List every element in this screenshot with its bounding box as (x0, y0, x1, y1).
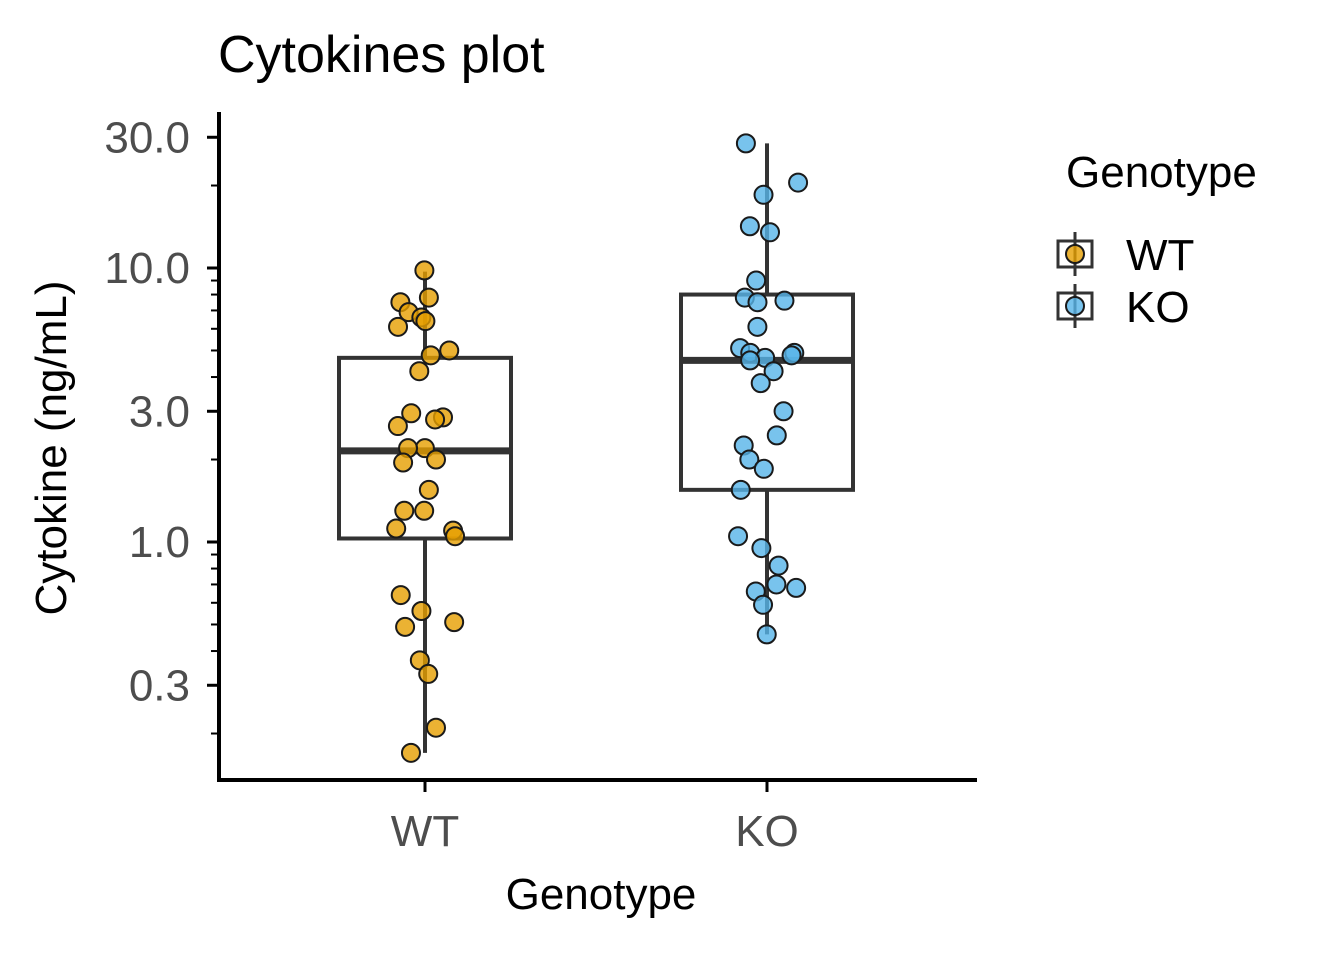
data-point-wt (418, 287, 439, 308)
data-point-ko (768, 555, 789, 576)
data-point-wt (445, 526, 466, 547)
data-point-ko (773, 401, 794, 422)
legend-entry-wt: WT (1056, 231, 1194, 280)
data-point-wt (400, 742, 421, 763)
legend-entry-ko: KO (1056, 283, 1190, 332)
data-point-wt (425, 717, 446, 738)
data-point-ko (753, 184, 774, 205)
legend-label: KO (1126, 283, 1190, 332)
y-tick-label: 30.0 (104, 113, 190, 162)
legend-key-point (1065, 244, 1085, 264)
data-point-wt (409, 361, 430, 382)
data-point-ko (753, 594, 774, 615)
x-axis-ticks: WT KO (391, 780, 799, 856)
data-point-ko (786, 577, 807, 598)
data-point-ko (750, 373, 771, 394)
data-point-ko (774, 290, 795, 311)
data-point-wt (425, 409, 446, 430)
data-point-wt (401, 403, 422, 424)
chart-title: Cytokines plot (218, 26, 545, 84)
data-point-wt (439, 340, 460, 361)
data-point-ko (751, 538, 772, 559)
legend-label: WT (1126, 231, 1194, 280)
y-tick-label: 10.0 (104, 244, 190, 293)
x-tick-label: KO (735, 807, 799, 856)
x-axis-title: Genotype (506, 870, 697, 919)
data-point-wt (414, 500, 435, 521)
data-point-wt (444, 612, 465, 633)
data-point-ko (739, 216, 760, 237)
data-point-ko (766, 574, 787, 595)
data-point-ko (740, 350, 761, 371)
data-point-wt (418, 663, 439, 684)
y-tick-label: 3.0 (129, 387, 190, 436)
data-point-wt (415, 311, 436, 332)
data-point-ko (728, 526, 749, 547)
data-point-wt (414, 260, 435, 281)
legend-key-point (1065, 296, 1085, 316)
plot-area (337, 133, 855, 763)
data-point-wt (411, 600, 432, 621)
y-axis-title: Cytokine (ng/mL) (27, 280, 76, 615)
data-point-ko (753, 458, 774, 479)
data-point-wt (388, 316, 409, 337)
data-point-ko (747, 316, 768, 337)
data-point-wt (394, 500, 415, 521)
y-tick-label: 1.0 (129, 518, 190, 567)
data-point-ko (756, 624, 777, 645)
y-tick-label: 0.3 (129, 661, 190, 710)
data-point-ko (739, 449, 760, 470)
data-point-ko (788, 172, 809, 193)
data-point-wt (390, 585, 411, 606)
data-point-ko (735, 133, 756, 154)
data-point-wt (418, 479, 439, 500)
data-point-wt (395, 616, 416, 637)
data-point-ko (747, 292, 768, 313)
data-point-ko (760, 222, 781, 243)
x-tick-label: WT (391, 807, 459, 856)
data-point-ko (766, 425, 787, 446)
data-point-ko (763, 361, 784, 382)
legend-title: Genotype (1066, 148, 1257, 197)
y-axis-ticks: 0.3 1.0 3.0 10.0 30.0 (104, 113, 219, 735)
data-point-wt (420, 345, 441, 366)
data-point-ko (730, 479, 751, 500)
box-ko (679, 292, 855, 492)
data-point-ko (746, 270, 767, 291)
data-point-wt (426, 449, 447, 470)
data-point-wt (386, 518, 407, 539)
data-point-ko (781, 345, 802, 366)
data-point-wt (387, 416, 408, 437)
data-point-wt (393, 452, 414, 473)
